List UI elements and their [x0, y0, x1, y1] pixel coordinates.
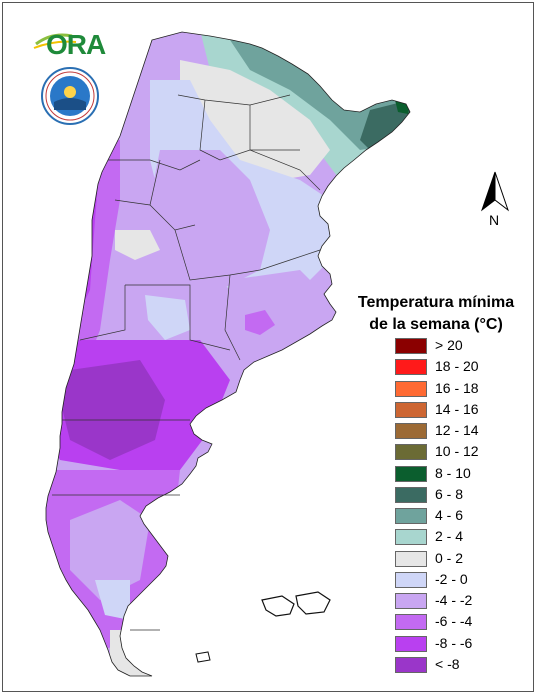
legend-label: 8 - 10 — [435, 464, 471, 481]
legend-label: < -8 — [435, 655, 460, 672]
legend-swatch — [395, 359, 427, 376]
legend-label: -8 - -6 — [435, 634, 473, 651]
legend-label: 0 - 2 — [435, 549, 464, 566]
north-arrow-icon — [480, 171, 510, 212]
legend-title-line2: de la semana (°C) — [369, 316, 503, 333]
legend-label: 6 - 8 — [435, 485, 464, 502]
legend-label: -2 - 0 — [435, 570, 468, 587]
legend-label: -6 - -4 — [435, 613, 473, 630]
legend-swatch — [395, 338, 427, 354]
legend-label: 2 - 4 — [435, 528, 464, 545]
legend-swatch — [395, 444, 427, 461]
legend-swatch — [395, 423, 427, 439]
island-mark — [195, 651, 211, 663]
legend-swatch — [395, 656, 427, 673]
north-arrow: N — [478, 170, 512, 230]
legend-swatch — [395, 486, 427, 503]
legend-label: 10 - 12 — [435, 443, 479, 460]
legend-swatch — [395, 401, 427, 418]
legend-swatch — [395, 571, 427, 588]
legend-swatch — [395, 380, 427, 397]
smn-emblem-icon — [40, 66, 100, 126]
legend-title: Temperatura mínima de la semana (°C) — [336, 292, 536, 336]
legend-swatch — [395, 635, 427, 652]
north-label: N — [489, 212, 500, 228]
legend-label: 12 - 14 — [435, 422, 479, 438]
legend-swatch — [395, 614, 427, 631]
ora-logo-text: ORA — [46, 29, 106, 60]
legend-label: > 20 — [435, 337, 463, 353]
legend-label: 4 - 6 — [435, 507, 464, 523]
legend-swatch — [395, 529, 427, 546]
legend-label: 18 - 20 — [435, 358, 479, 375]
legend-swatch — [395, 508, 427, 524]
malvinas-islands — [261, 591, 331, 617]
legend-swatch — [395, 593, 427, 609]
legend-swatch — [395, 550, 427, 567]
country-outline — [45, 31, 411, 677]
legend-label: 14 - 16 — [435, 400, 479, 417]
legend-title-line1: Temperatura mínima — [357, 294, 515, 311]
legend-label: 16 - 18 — [435, 379, 479, 396]
ora-logo: ORA — [32, 26, 106, 62]
province-boundaries — [52, 94, 321, 631]
legend-swatch — [395, 465, 427, 482]
legend-label: -4 - -2 — [435, 592, 473, 608]
